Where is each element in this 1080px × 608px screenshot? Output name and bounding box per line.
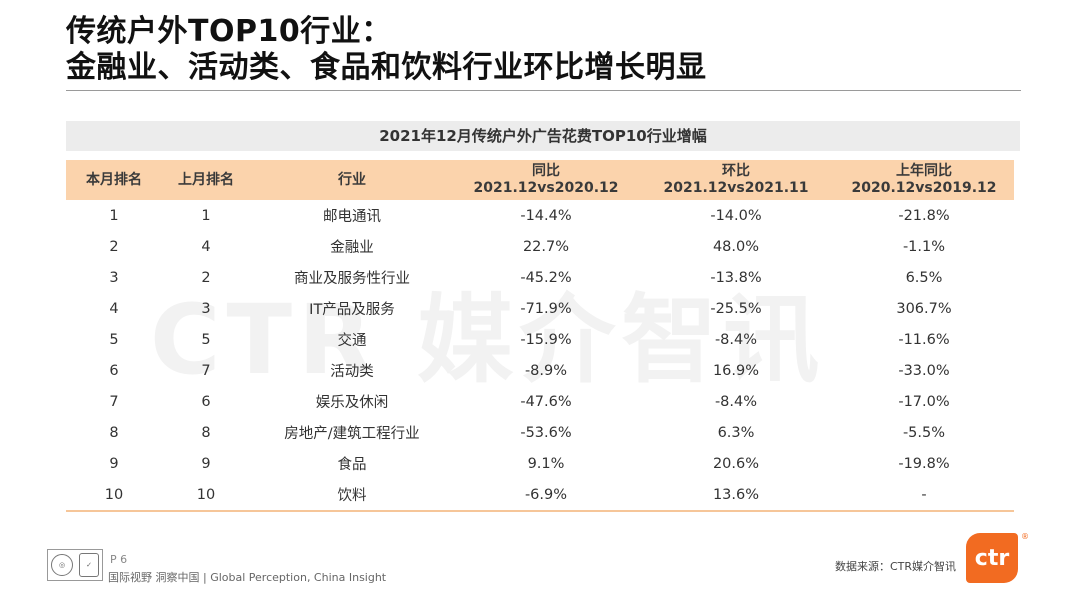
- cell-yoy-change: -45.2%: [520, 269, 572, 286]
- cell-previous-rank: 9: [201, 455, 211, 472]
- table-row: 5 5 交通 -15.9% -8.4% -11.6%: [66, 324, 1014, 355]
- cell-previous-rank: 6: [201, 393, 211, 410]
- cell-industry: IT产品及服务: [309, 302, 395, 318]
- cell-yoy-change: -6.9%: [524, 486, 568, 503]
- cell-mom-change: 6.3%: [717, 424, 755, 441]
- cell-current-rank: 1: [109, 207, 119, 224]
- table-row: 7 6 娱乐及休闲 -47.6% -8.4% -17.0%: [66, 386, 1014, 417]
- page-title: 传统户外TOP10行业： 金融业、活动类、食品和饮料行业环比增长明显: [66, 14, 1026, 86]
- table-row: 6 7 活动类 -8.9% 16.9% -33.0%: [66, 355, 1014, 386]
- registered-mark: ®: [1021, 532, 1029, 541]
- cell-prev-year-yoy-change: -19.8%: [898, 455, 950, 472]
- cell-industry: 饮料: [337, 488, 367, 504]
- table-row: 1 1 邮电通讯 -14.4% -14.0% -21.8%: [66, 200, 1014, 231]
- cell-current-rank: 2: [109, 238, 119, 255]
- cell-prev-year-yoy-change: -1.1%: [902, 238, 946, 255]
- cell-mom-change: 13.6%: [712, 486, 760, 503]
- table-body: 1 1 邮电通讯 -14.4% -14.0% -21.8% 2 4 金融业 22.7% 48.0% -…: [66, 200, 1020, 510]
- cell-prev-year-yoy-change: 6.5%: [905, 269, 943, 286]
- cell-industry: 金融业: [330, 240, 374, 256]
- cell-previous-rank: 5: [201, 331, 211, 348]
- cell-yoy-change: -15.9%: [520, 331, 572, 348]
- ctr-logo: ctr: [966, 533, 1018, 583]
- header-previous-rank: 上月排名: [178, 171, 234, 188]
- header-prev-year-yoy: 上年同比 2020.12vs2019.12: [851, 163, 997, 196]
- title-line-1: 传统户外TOP10行业：: [66, 14, 392, 49]
- cell-industry: 娱乐及休闲: [315, 395, 389, 411]
- cell-mom-change: -13.8%: [710, 269, 762, 286]
- cell-yoy-change: -14.4%: [520, 207, 572, 224]
- cell-mom-change: -8.4%: [714, 331, 758, 348]
- cell-industry: 活动类: [330, 364, 374, 380]
- cell-prev-year-yoy-change: -21.8%: [898, 207, 950, 224]
- table-row: 4 3 IT产品及服务 -71.9% -25.5% 306.7%: [66, 293, 1014, 324]
- table-caption: 2021年12月传统户外广告花费TOP10行业增幅: [66, 121, 1020, 151]
- cell-current-rank: 7: [109, 393, 119, 410]
- cell-mom-change: 16.9%: [712, 362, 760, 379]
- table-row: 3 2 商业及服务性行业 -45.2% -13.8% 6.5%: [66, 262, 1014, 293]
- cell-current-rank: 6: [109, 362, 119, 379]
- cell-yoy-change: -47.6%: [520, 393, 572, 410]
- cell-current-rank: 10: [104, 486, 124, 503]
- cell-industry: 交通: [337, 333, 367, 349]
- cell-previous-rank: 1: [201, 207, 211, 224]
- header-yoy: 同比 2021.12vs2020.12: [473, 163, 619, 196]
- page-number: P 6: [110, 553, 128, 566]
- table-bottom-rule: [66, 510, 1014, 512]
- header-industry: 行业: [338, 171, 366, 188]
- table-row: 9 9 食品 9.1% 20.6% -19.8%: [66, 448, 1014, 479]
- cell-prev-year-yoy-change: -5.5%: [902, 424, 946, 441]
- cell-yoy-change: 22.7%: [522, 238, 570, 255]
- table-row: 8 8 房地产/建筑工程行业 -53.6% 6.3% -5.5%: [66, 417, 1014, 448]
- cell-current-rank: 8: [109, 424, 119, 441]
- table-row: 10 10 饮料 -6.9% 13.6% -: [66, 479, 1014, 510]
- cell-mom-change: -25.5%: [710, 300, 762, 317]
- cell-yoy-change: -53.6%: [520, 424, 572, 441]
- title-divider: [66, 90, 1021, 91]
- header-current-rank: 本月排名: [86, 171, 142, 188]
- certification-logos: ◎ ✓: [47, 549, 103, 581]
- data-source: 数据来源：CTR媒介智讯: [835, 560, 957, 573]
- table-row: 2 4 金融业 22.7% 48.0% -1.1%: [66, 231, 1014, 262]
- cell-yoy-change: -71.9%: [520, 300, 572, 317]
- cell-mom-change: 48.0%: [712, 238, 760, 255]
- cell-prev-year-yoy-change: -17.0%: [898, 393, 950, 410]
- cell-previous-rank: 8: [201, 424, 211, 441]
- cell-current-rank: 4: [109, 300, 119, 317]
- cell-prev-year-yoy-change: 306.7%: [896, 300, 952, 317]
- cell-industry: 房地产/建筑工程行业: [284, 426, 420, 442]
- cell-current-rank: 5: [109, 331, 119, 348]
- cell-yoy-change: 9.1%: [527, 455, 565, 472]
- cell-previous-rank: 4: [201, 238, 211, 255]
- footer-slogan: 国际视野 洞察中国 | Global Perception, China Ins…: [108, 571, 387, 584]
- ranking-table: 2021年12月传统户外广告花费TOP10行业增幅 本月排名 上月排名 行业 同…: [66, 121, 1020, 512]
- certification-seal-icon: ◎: [51, 554, 73, 576]
- table-header-row: 本月排名 上月排名 行业 同比 2021.12vs2020.12 环比 2021…: [66, 160, 1014, 200]
- cell-mom-change: -8.4%: [714, 393, 758, 410]
- cell-industry: 商业及服务性行业: [294, 271, 410, 287]
- cell-current-rank: 9: [109, 455, 119, 472]
- header-mom: 环比 2021.12vs2021.11: [663, 163, 809, 196]
- title-line-2: 金融业、活动类、食品和饮料行业环比增长明显: [66, 50, 707, 85]
- certification-badge-icon: ✓: [79, 553, 99, 577]
- cell-mom-change: -14.0%: [710, 207, 762, 224]
- cell-mom-change: 20.6%: [712, 455, 760, 472]
- cell-previous-rank: 2: [201, 269, 211, 286]
- cell-prev-year-yoy-change: -11.6%: [898, 331, 950, 348]
- cell-industry: 食品: [337, 457, 367, 473]
- cell-yoy-change: -8.9%: [524, 362, 568, 379]
- cell-previous-rank: 7: [201, 362, 211, 379]
- cell-industry: 邮电通讯: [323, 209, 381, 225]
- cell-current-rank: 3: [109, 269, 119, 286]
- cell-prev-year-yoy-change: -: [921, 486, 927, 503]
- cell-previous-rank: 10: [196, 486, 216, 503]
- cell-previous-rank: 3: [201, 300, 211, 317]
- cell-prev-year-yoy-change: -33.0%: [898, 362, 950, 379]
